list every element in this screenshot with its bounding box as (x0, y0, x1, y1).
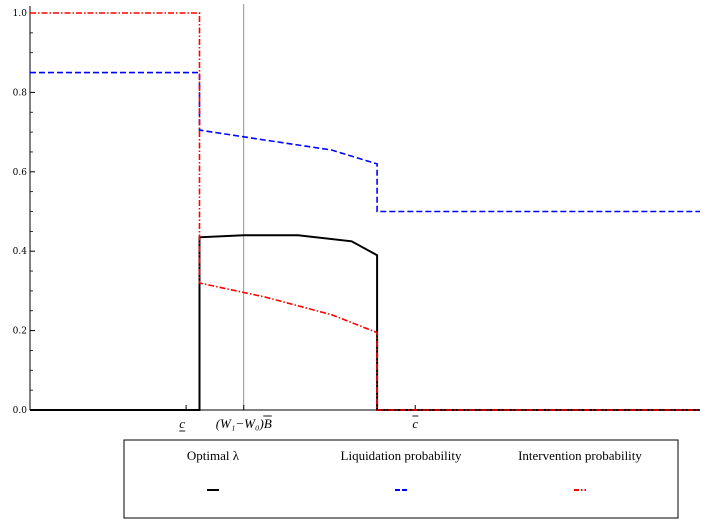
series-line-1 (30, 234, 700, 411)
y-tick-label: 1.0 (13, 9, 28, 19)
plot-area: 0.0 0.2 0.4 0.6 0.8 1.0 c (W₁−W₀)B c (13, 4, 700, 432)
legend-label: Liquidation probability (341, 448, 462, 463)
y-tick-label: 0.8 (13, 88, 28, 98)
legend-box (123, 439, 679, 519)
y-tick-label: 0.4 (13, 247, 28, 257)
x-tick-label: (W₁−W₀)B (216, 416, 272, 431)
series-line-3 (30, 12, 700, 411)
x-tick-label: c (179, 416, 185, 431)
y-tick-label: 0.2 (13, 327, 27, 337)
y-tick-label: 0.6 (13, 168, 28, 178)
y-tick-label: 0.0 (13, 406, 28, 416)
legend-label: Intervention probability (518, 448, 642, 463)
series-line-2 (30, 71, 700, 213)
x-tick-label: c (412, 416, 418, 431)
legend: Optimal λ Liquidation probability Interven… (123, 439, 679, 519)
legend-label: Optimal λ (187, 448, 240, 463)
